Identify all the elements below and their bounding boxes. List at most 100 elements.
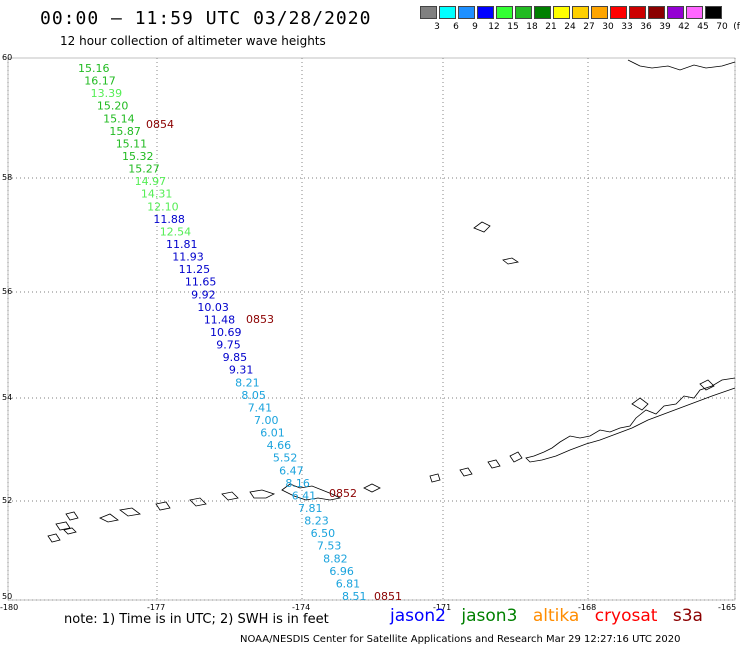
swh-value: 9.92 (191, 288, 216, 301)
swh-value: 11.48 (204, 313, 236, 326)
swh-value: 6.01 (260, 427, 285, 440)
scale-label: 45 (697, 22, 709, 32)
time-labels: 0854 0853 0852 0851 (146, 118, 402, 603)
lon-label: -168 (578, 603, 596, 612)
scale-swatch (515, 6, 532, 19)
swh-value: 9.85 (223, 351, 248, 364)
scale-label: 21 (545, 22, 557, 32)
scale-swatch (648, 6, 665, 19)
legend-cryosat: cryosat (594, 606, 658, 626)
scale-label: 42 (678, 22, 690, 32)
swh-value: 11.81 (166, 238, 198, 251)
page-subtitle: 12 hour collection of altimeter wave hei… (60, 34, 326, 48)
lon-label: -171 (433, 603, 451, 612)
scale-swatch (572, 6, 589, 19)
swh-value: 6.41 (292, 489, 317, 502)
swh-value: 8.21 (235, 376, 260, 389)
swh-value: 6.81 (336, 577, 361, 590)
lat-label: 60 (2, 53, 12, 62)
swh-value: 10.69 (210, 326, 242, 339)
scale-label: 9 (472, 22, 478, 32)
swh-value: 11.65 (185, 276, 217, 289)
swh-value: 11.88 (153, 213, 185, 226)
scale-label: 39 (659, 22, 671, 32)
coastline-aleutians (47, 59, 736, 543)
swh-value: 5.52 (273, 452, 298, 465)
satellite-legend: jason2 jason3 altika cryosat s3a (390, 606, 713, 626)
lat-label: 50 (2, 592, 12, 601)
legend-s3a: s3a (672, 606, 703, 626)
swh-value: 11.25 (179, 263, 211, 276)
scale-label: 33 (621, 22, 633, 32)
longitude-labels: -180 -177 -174 -171 -168 -165 (0, 603, 736, 612)
scale-label: 36 (640, 22, 652, 32)
legend-jason3: jason3 (461, 606, 518, 626)
legend-altika: altika (532, 606, 580, 626)
page-title: 00:00 – 11:59 UTC 03/28/2020 (40, 8, 372, 29)
scale-label: 12 (488, 22, 500, 32)
scale-label: 18 (526, 22, 538, 32)
time-label: 0854 (146, 118, 174, 131)
swh-value: 15.87 (109, 125, 140, 138)
time-label: 0853 (246, 313, 274, 326)
swh-value: 14.31 (141, 188, 173, 201)
time-label: 0851 (374, 590, 402, 603)
swh-value: 15.14 (103, 112, 135, 125)
swh-value: 6.50 (311, 527, 336, 540)
swh-value: 7.00 (254, 414, 279, 427)
scale-swatch (553, 6, 570, 19)
swh-value: 8.05 (241, 389, 266, 402)
scale-swatch (629, 6, 646, 19)
map-border (7, 57, 736, 601)
scale-label: 27 (583, 22, 595, 32)
time-label: 0852 (329, 487, 357, 500)
lon-label: -174 (292, 603, 310, 612)
swh-value: 4.66 (267, 439, 292, 452)
scale-swatch (667, 6, 684, 19)
scale-swatch (496, 6, 513, 19)
credit-line: NOAA/NESDIS Center for Satellite Applica… (240, 634, 681, 645)
scale-swatch (420, 6, 437, 19)
swh-value: 16.17 (84, 75, 116, 88)
swh-value: 15.27 (128, 163, 160, 176)
scale-swatch (534, 6, 551, 19)
scale-swatch (477, 6, 494, 19)
scale-unit: (ft) (733, 22, 740, 32)
swh-value: 12.10 (147, 200, 179, 213)
scale-label: 3 (434, 22, 440, 32)
scale-label: 6 (453, 22, 459, 32)
swh-value: 6.96 (329, 565, 354, 578)
lon-label: -180 (0, 603, 18, 612)
swh-value: 15.11 (116, 137, 148, 150)
scale-swatch (591, 6, 608, 19)
swh-value: 7.53 (317, 540, 342, 553)
swh-value: 8.23 (304, 515, 329, 528)
scale-swatch (439, 6, 456, 19)
scale-swatch (458, 6, 475, 19)
lat-label: 58 (2, 173, 12, 182)
swh-value: 8.16 (285, 477, 310, 490)
swh-value: 13.39 (91, 87, 123, 100)
swh-value: 7.81 (298, 502, 323, 515)
swh-value: 10.03 (197, 301, 229, 314)
scale-swatch (686, 6, 703, 19)
scale-label: 30 (602, 22, 614, 32)
scale-label: 70 (716, 22, 728, 32)
swh-value: 9.75 (216, 339, 241, 352)
swh-value: 15.20 (97, 100, 128, 113)
lat-label: 56 (2, 287, 12, 296)
swh-value: 6.47 (279, 464, 304, 477)
swh-track: 15.1616.1713.3915.2015.1415.8715.1115.32… (78, 62, 367, 603)
swh-value: 14.97 (135, 175, 167, 188)
scale-label: 24 (564, 22, 576, 32)
swh-value: 15.16 (78, 62, 110, 75)
swh-value: 8.51 (342, 590, 367, 603)
lat-label: 52 (2, 496, 12, 505)
swh-value: 15.32 (122, 150, 154, 163)
swh-value: 12.54 (160, 225, 192, 238)
lon-label: -177 (147, 603, 165, 612)
scale-label: 15 (507, 22, 519, 32)
swh-value: 9.31 (229, 364, 254, 377)
latitude-labels: 60 58 56 54 52 50 (2, 53, 12, 601)
